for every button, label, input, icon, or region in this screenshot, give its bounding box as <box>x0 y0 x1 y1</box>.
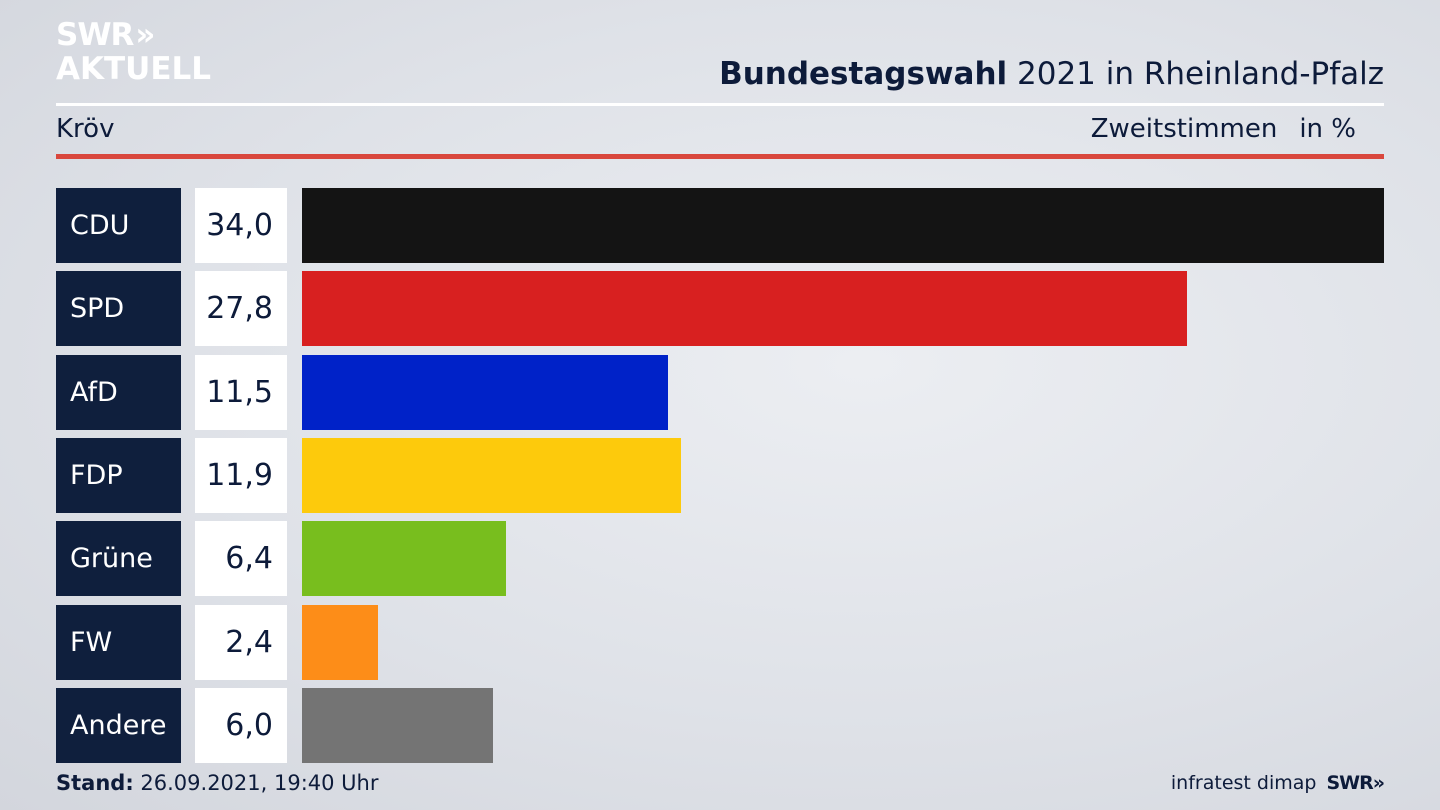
stand-label: Stand: <box>56 771 134 795</box>
source-credit: infratest dimap SWR» <box>1170 772 1385 794</box>
party-label: CDU <box>56 188 181 263</box>
bar-row: AfD 11,5 <box>56 355 1384 430</box>
party-label: AfD <box>56 355 181 430</box>
value-label: 11,5 <box>195 355 287 430</box>
bar <box>302 271 1187 346</box>
unit-label: in % <box>1299 114 1356 144</box>
party-label: Andere <box>56 688 181 763</box>
bar <box>302 438 681 513</box>
bar-row: FW 2,4 <box>56 605 1384 680</box>
value-label: 6,0 <box>195 688 287 763</box>
logo-aktuell-text: AKTUELL <box>56 51 212 87</box>
bar <box>302 688 493 763</box>
bar-row: FDP 11,9 <box>56 438 1384 513</box>
timestamp: Stand: 26.09.2021, 19:40 Uhr <box>56 771 379 795</box>
party-label: FDP <box>56 438 181 513</box>
value-label: 6,4 <box>195 521 287 596</box>
bar <box>302 605 378 680</box>
bar-row: Andere 6,0 <box>56 688 1384 763</box>
subheader: Kröv Zweitstimmen in % <box>56 114 1384 148</box>
bar <box>302 521 506 596</box>
stand-value: 26.09.2021, 19:40 Uhr <box>133 771 379 795</box>
bar <box>302 355 668 430</box>
value-label: 27,8 <box>195 271 287 346</box>
accent-divider <box>56 154 1384 159</box>
logo-swr-text: SWR <box>56 17 134 53</box>
bar-row: SPD 27,8 <box>56 271 1384 346</box>
value-label: 2,4 <box>195 605 287 680</box>
party-label: Grüne <box>56 521 181 596</box>
swr-aktuell-logo: SWR» AKTUELL <box>56 18 211 86</box>
value-label: 34,0 <box>195 188 287 263</box>
chart-title: Bundestagswahl 2021 in Rheinland-Pfalz <box>719 56 1384 92</box>
source-label: infratest dimap <box>1170 772 1317 794</box>
chart-title-bold: Bundestagswahl <box>719 56 1008 92</box>
bar-row: CDU 34,0 <box>56 188 1384 263</box>
party-label: SPD <box>56 271 181 346</box>
bar <box>302 188 1384 263</box>
metric-info: Zweitstimmen in % <box>1091 114 1356 144</box>
location-label: Kröv <box>56 114 115 144</box>
value-label: 11,9 <box>195 438 287 513</box>
party-label: FW <box>56 605 181 680</box>
swr-brand-logo: SWR» <box>1326 772 1385 794</box>
bar-row: Grüne 6,4 <box>56 521 1384 596</box>
metric-label: Zweitstimmen <box>1090 114 1278 144</box>
logo-chevron-icon: » <box>135 17 155 53</box>
header-divider <box>56 103 1384 106</box>
chart-title-rest: 2021 in Rheinland-Pfalz <box>1007 56 1384 92</box>
